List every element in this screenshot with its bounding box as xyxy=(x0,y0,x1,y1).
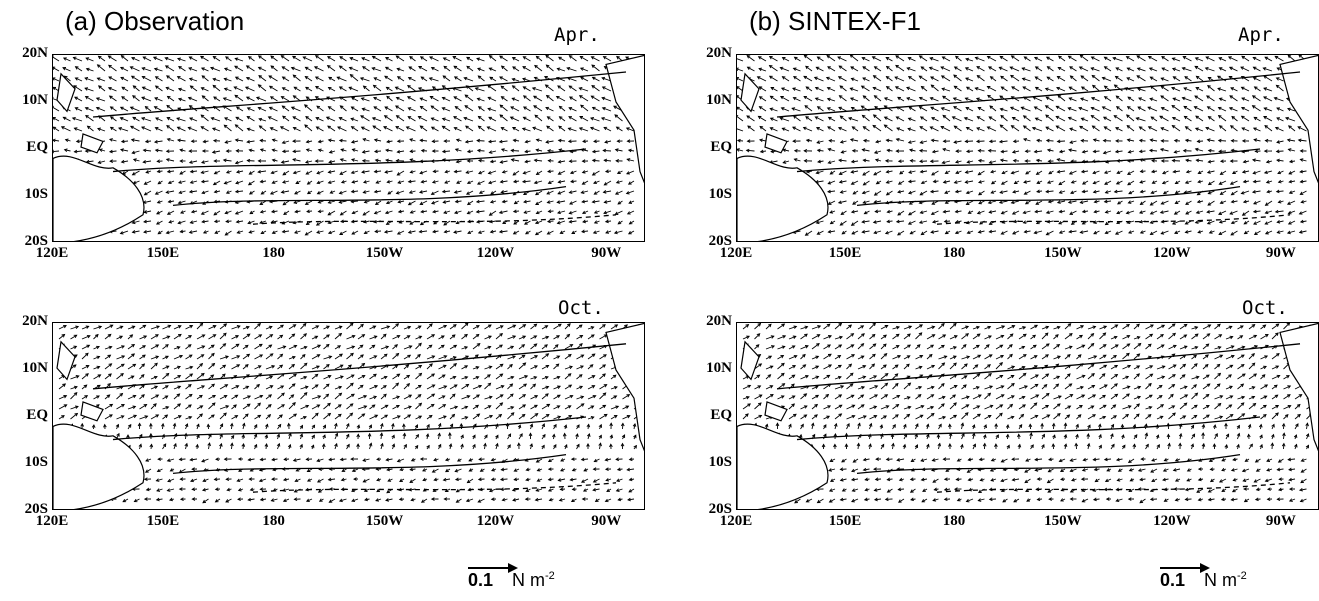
latitude-label: EQ xyxy=(710,139,732,155)
longitude-label: 150W xyxy=(1044,513,1082,529)
reference-value: 0.1 xyxy=(468,570,494,590)
stress-contours xyxy=(92,343,627,493)
stress-contours xyxy=(776,343,1301,493)
panel-b-oct-label: Oct. xyxy=(1242,297,1288,319)
panel-b-title: (b) SINTEX-F1 xyxy=(749,6,921,36)
longitude-label: 180 xyxy=(942,245,966,261)
latitude-label: 10S xyxy=(708,454,732,470)
stress-contours xyxy=(92,71,627,225)
map-observation-oct xyxy=(52,322,645,510)
latitude-label: 20S xyxy=(708,233,732,249)
latitude-label: 10S xyxy=(24,454,48,470)
longitude-label: 90W xyxy=(1265,245,1296,261)
latitude-label: 20S xyxy=(24,501,48,517)
latitude-label: 20N xyxy=(22,45,48,61)
coastline xyxy=(53,55,644,241)
latitude-label: 20N xyxy=(22,313,48,329)
wind-stress-field-obs-apr xyxy=(53,55,644,241)
latitude-label: 20N xyxy=(706,45,732,61)
latitude-label: 10S xyxy=(24,186,48,202)
longitude-label: 180 xyxy=(262,513,285,529)
latitude-label: 10S xyxy=(708,186,732,202)
coastline xyxy=(737,323,1318,509)
panel-a-apr-label: Apr. xyxy=(554,24,600,46)
longitude-label: 150E xyxy=(146,245,180,261)
coastline xyxy=(53,323,644,509)
longitude-label: 150W xyxy=(1044,245,1082,261)
reference-unit: N m-2 xyxy=(1204,570,1247,590)
reference-unit: N m-2 xyxy=(512,570,555,590)
wind-stress-field-sintex-apr xyxy=(737,55,1318,241)
reference-vector-b: 0.1 N m-2 xyxy=(1160,560,1290,600)
latitude-label: 10N xyxy=(706,360,732,376)
panel-a-oct-label: Oct. xyxy=(558,297,604,319)
longitude-label: 150E xyxy=(146,513,180,529)
longitude-label: 90W xyxy=(1265,513,1296,529)
panel-b-apr-label: Apr. xyxy=(1238,24,1284,46)
reference-arrow-icon xyxy=(1160,563,1210,573)
latitude-label: 10N xyxy=(22,92,48,108)
latitude-label: 20S xyxy=(24,233,48,249)
longitude-label: 120W xyxy=(476,245,515,261)
longitude-label: 120W xyxy=(1153,513,1191,529)
reference-value: 0.1 xyxy=(1160,570,1186,590)
longitude-label: 150E xyxy=(828,513,862,529)
coastline xyxy=(737,55,1318,241)
stress-contours xyxy=(776,71,1301,225)
longitude-label: 180 xyxy=(942,513,966,529)
latitude-label: 10N xyxy=(22,360,48,376)
longitude-label: 120E xyxy=(35,245,69,261)
longitude-label: 150W xyxy=(365,513,404,529)
longitude-label: 180 xyxy=(262,245,285,261)
map-observation-apr xyxy=(52,54,645,242)
latitude-label: 20N xyxy=(706,313,732,329)
wind-vectors xyxy=(53,323,642,504)
longitude-label: 150E xyxy=(828,245,862,261)
longitude-label: 120E xyxy=(35,513,69,529)
longitude-label: 90W xyxy=(591,245,622,261)
longitude-label: 150W xyxy=(365,245,404,261)
map-sintex-apr xyxy=(736,54,1319,242)
reference-arrow-icon xyxy=(468,563,518,573)
longitude-label: 120W xyxy=(1153,245,1191,261)
longitude-label: 120E xyxy=(719,245,753,261)
panel-a-title: (a) Observation xyxy=(65,6,245,36)
map-sintex-oct xyxy=(736,322,1319,510)
wind-stress-field-obs-oct xyxy=(53,323,644,509)
latitude-label: EQ xyxy=(26,407,48,423)
latitude-label: EQ xyxy=(710,407,732,423)
latitude-label: 10N xyxy=(706,92,732,108)
reference-vector-a: 0.1 N m-2 xyxy=(468,560,598,600)
longitude-label: 120W xyxy=(476,513,515,529)
latitude-label: 20S xyxy=(708,501,732,517)
longitude-label: 120E xyxy=(719,513,753,529)
wind-stress-field-sintex-oct xyxy=(737,323,1318,509)
longitude-label: 90W xyxy=(591,513,622,529)
latitude-label: EQ xyxy=(26,139,48,155)
